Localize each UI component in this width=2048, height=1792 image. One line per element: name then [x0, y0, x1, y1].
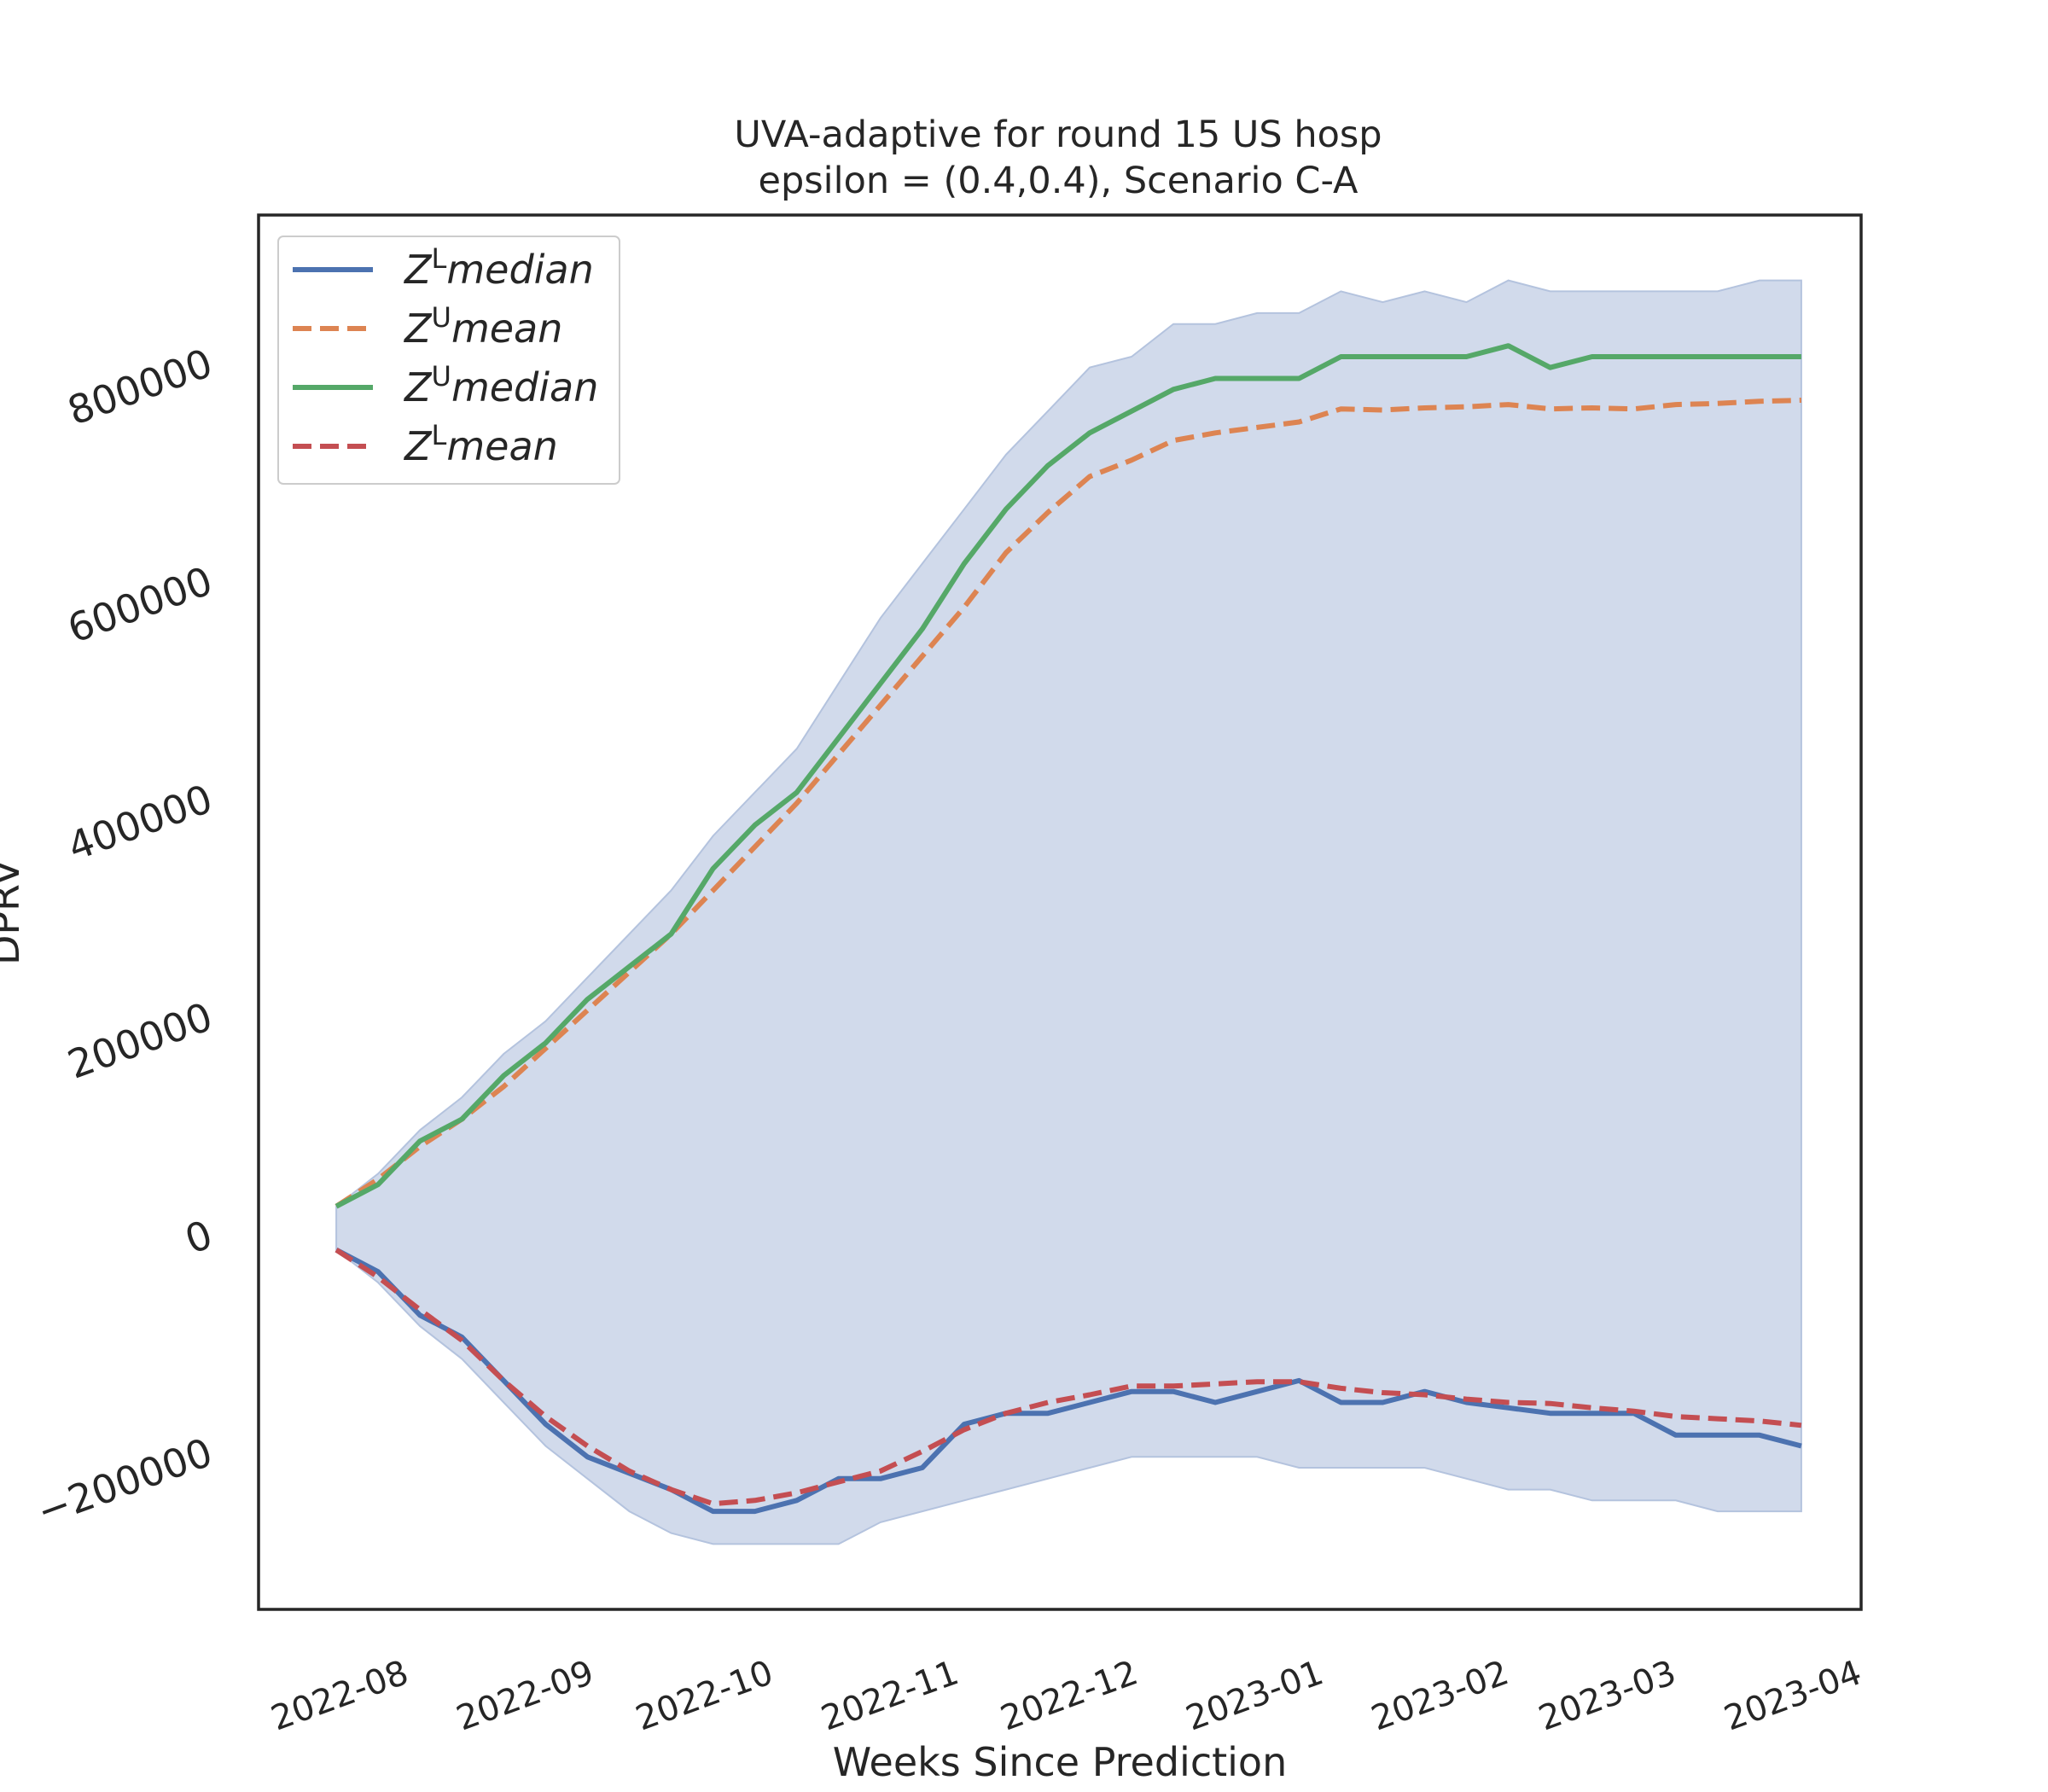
x-axis-label: Weeks Since Prediction [833, 1739, 1287, 1785]
y-axis-label: DPRV [0, 858, 28, 965]
legend-label-z-l-median: ZLmedian [403, 242, 594, 293]
legend-label-z-u-mean: ZUmean [403, 301, 562, 352]
range-band [335, 279, 1802, 1545]
series-line-z-l-median [335, 1248, 1802, 1515]
series-line-z-u-median [335, 343, 1801, 1209]
series-layer [335, 343, 1802, 1515]
legend-label-z-l-mean: ZLmean [403, 419, 558, 469]
chart-title-line-2: epsilon = (0.4,0.4), Scenario C-A [759, 160, 1359, 202]
series-line-z-u-mean [335, 398, 1801, 1209]
legend-box [277, 236, 620, 485]
chart-title-line-1: UVA-adaptive for round 15 US hosp [734, 113, 1382, 156]
plot-frame [257, 213, 1863, 1611]
range-band-layer [335, 279, 1802, 1545]
legend-label-z-u-median: ZUmedian [403, 360, 598, 410]
series-line-z-l-mean [335, 1248, 1802, 1507]
legend: ZLmedian ZUmean ZUmedian ZLmean [277, 236, 620, 485]
